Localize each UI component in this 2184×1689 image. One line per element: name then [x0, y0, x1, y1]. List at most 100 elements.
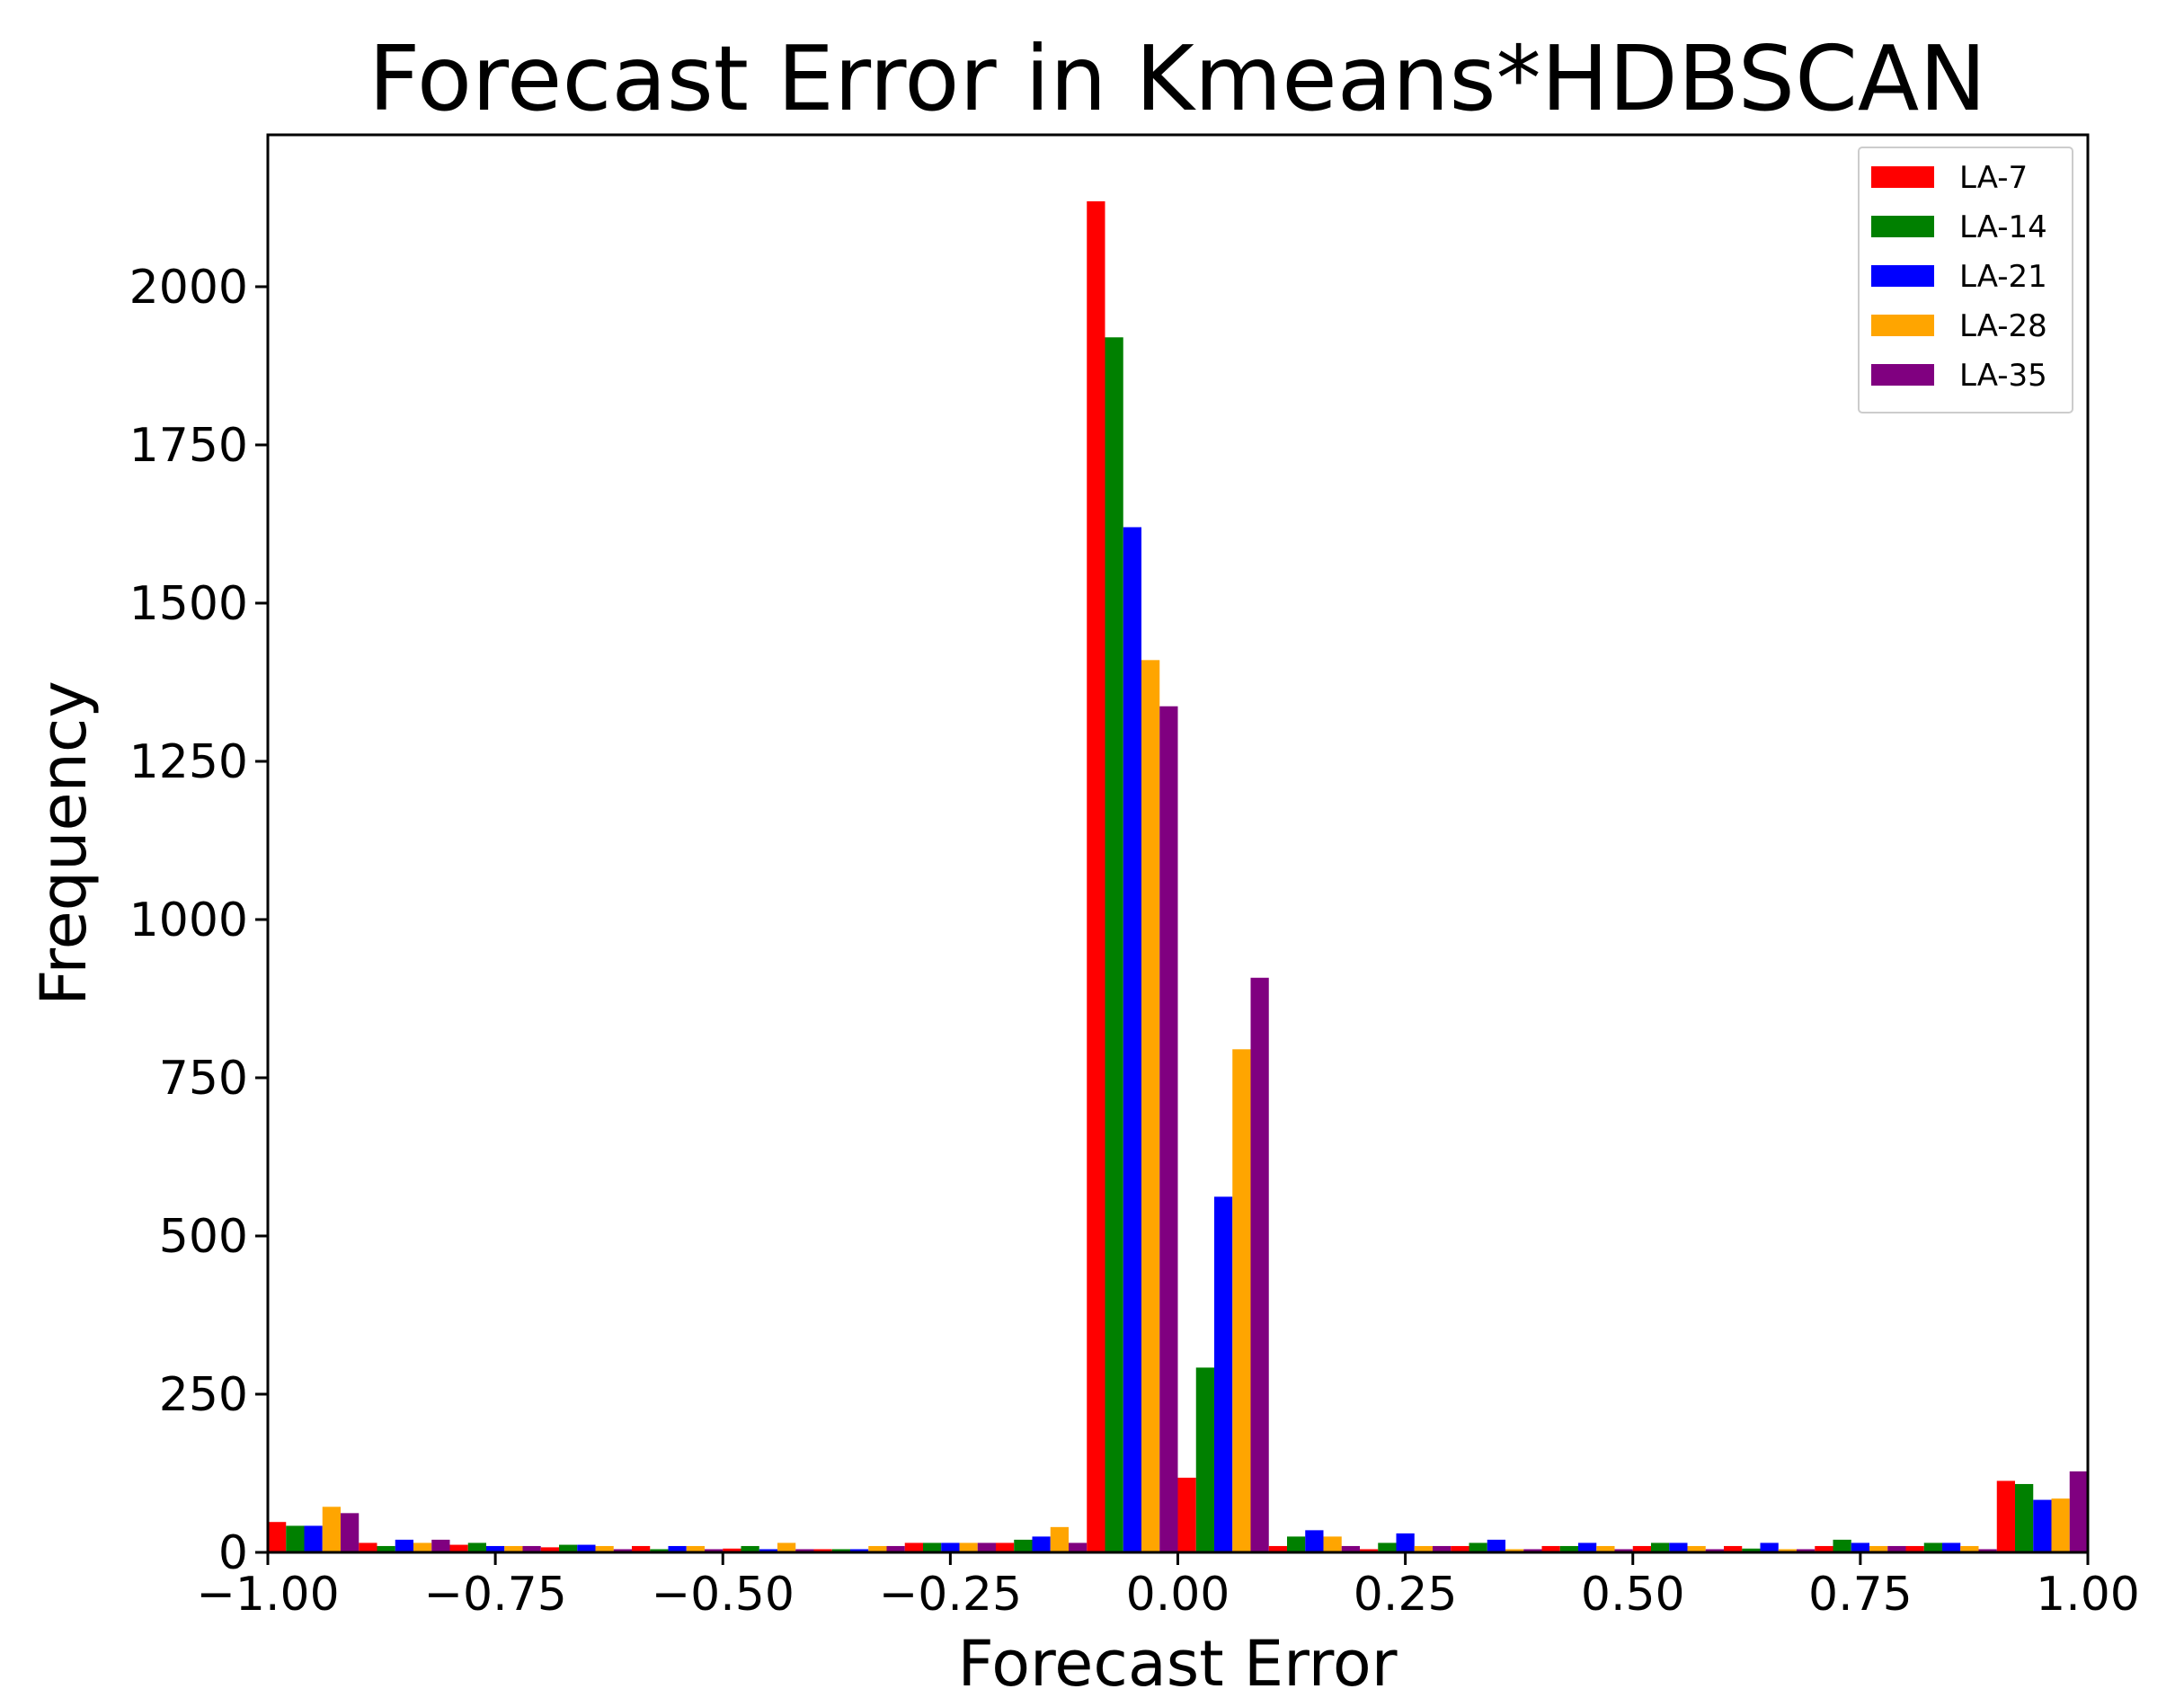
bar-la-35-bin-17 — [1887, 1545, 1906, 1552]
bar-la-7-bin-4 — [632, 1545, 651, 1552]
bar-la-28-bin-17 — [1869, 1545, 1888, 1552]
bar-la-28-bin-1 — [413, 1542, 432, 1552]
bar-la-14-bin-11 — [1287, 1536, 1306, 1552]
bar-la-28-bin-19 — [2051, 1498, 2070, 1552]
bar-la-21-bin-19 — [2033, 1499, 2052, 1552]
bar-la-21-bin-16 — [1760, 1542, 1779, 1552]
bar-la-7-bin-3 — [540, 1547, 559, 1552]
bar-la-28-bin-18 — [1960, 1545, 1979, 1552]
x-tick-label: 0.75 — [1808, 1568, 1913, 1622]
x-tick-label: 1.00 — [2036, 1568, 2140, 1622]
bar-la-7-bin-5 — [723, 1548, 741, 1552]
bar-la-21-bin-0 — [304, 1525, 323, 1552]
y-tick-label: 750 — [159, 1052, 248, 1106]
legend: LA-7 LA-14 LA-21 LA-28 LA-35 — [1858, 147, 2073, 413]
bar-la-28-bin-2 — [504, 1545, 523, 1552]
bar-la-35-bin-19 — [2069, 1471, 2088, 1552]
y-tick-label: 0 — [218, 1526, 248, 1580]
x-tick-label: 0.00 — [1126, 1568, 1230, 1622]
bar-la-21-bin-8 — [1032, 1536, 1051, 1552]
y-tick-label: 1250 — [129, 735, 248, 789]
bar-la-21-bin-9 — [1123, 527, 1141, 1552]
bar-la-28-bin-16 — [1778, 1549, 1797, 1552]
bar-la-14-bin-12 — [1378, 1542, 1397, 1552]
bar-la-35-bin-2 — [522, 1545, 541, 1552]
bar-la-14-bin-1 — [377, 1545, 395, 1552]
bar-la-35-bin-10 — [1250, 977, 1269, 1552]
bar-la-7-bin-6 — [813, 1549, 832, 1552]
bar-la-35-bin-15 — [1705, 1549, 1724, 1552]
bar-la-28-bin-5 — [777, 1542, 796, 1552]
chart-title: Forecast Error in Kmeans*HDBSCAN — [368, 26, 1986, 131]
x-tick-label: −1.00 — [196, 1568, 339, 1622]
y-axis-title: Frequency — [27, 680, 101, 1006]
y-tick-label: 2000 — [129, 261, 248, 315]
bar-la-21-bin-3 — [577, 1544, 596, 1552]
bar-la-35-bin-5 — [795, 1549, 814, 1552]
bar-la-28-bin-3 — [595, 1545, 614, 1552]
bar-la-7-bin-19 — [1996, 1480, 2015, 1552]
bar-la-35-bin-8 — [1069, 1542, 1088, 1552]
y-tick-label: 1000 — [129, 893, 248, 947]
x-tick-label: −0.50 — [652, 1568, 795, 1622]
x-tick-label: 0.25 — [1354, 1568, 1458, 1622]
bar-la-7-bin-17 — [1815, 1545, 1833, 1552]
bar-la-35-bin-9 — [1159, 706, 1178, 1552]
bar-la-14-bin-15 — [1651, 1542, 1670, 1552]
bar-la-14-bin-2 — [467, 1542, 486, 1552]
bar-la-21-bin-15 — [1669, 1542, 1688, 1552]
bar-la-21-bin-7 — [941, 1542, 960, 1552]
bar-la-35-bin-11 — [1341, 1545, 1360, 1552]
bar-la-28-bin-15 — [1687, 1545, 1706, 1552]
bar-la-14-bin-6 — [831, 1549, 850, 1552]
bars-layer — [268, 200, 2088, 1553]
bar-la-35-bin-18 — [1978, 1549, 1997, 1552]
bar-la-35-bin-7 — [977, 1542, 996, 1552]
legend-label-la-35: LA-35 — [1959, 358, 2047, 394]
x-tick-label: 0.50 — [1581, 1568, 1685, 1622]
bar-la-28-bin-7 — [959, 1542, 978, 1552]
y-tick-label: 250 — [159, 1368, 248, 1422]
bar-la-14-bin-9 — [1105, 337, 1123, 1553]
bar-la-28-bin-0 — [322, 1507, 341, 1552]
legend-swatch-la-35 — [1871, 364, 1934, 386]
bar-la-14-bin-19 — [2015, 1483, 2034, 1552]
bar-la-21-bin-2 — [486, 1545, 505, 1552]
legend-swatch-la-28 — [1871, 315, 1934, 336]
bar-la-21-bin-14 — [1578, 1542, 1597, 1552]
bar-la-7-bin-16 — [1724, 1545, 1743, 1552]
bar-la-14-bin-14 — [1559, 1545, 1578, 1552]
bar-la-14-bin-18 — [1923, 1542, 1942, 1552]
bar-la-28-bin-13 — [1505, 1549, 1524, 1552]
bar-la-7-bin-14 — [1541, 1545, 1560, 1552]
bar-la-28-bin-9 — [1141, 660, 1160, 1552]
bar-la-14-bin-8 — [1014, 1539, 1033, 1552]
bar-la-14-bin-10 — [1195, 1367, 1214, 1552]
bar-la-35-bin-16 — [1797, 1549, 1816, 1552]
bar-la-21-bin-10 — [1214, 1196, 1233, 1552]
bar-la-7-bin-10 — [1177, 1477, 1196, 1552]
legend-label-la-14: LA-14 — [1959, 209, 2047, 245]
bar-la-28-bin-11 — [1323, 1536, 1342, 1552]
legend-label-la-7: LA-7 — [1959, 160, 2028, 196]
bar-la-28-bin-8 — [1050, 1526, 1069, 1552]
bar-la-35-bin-0 — [341, 1513, 360, 1552]
bar-la-7-bin-2 — [449, 1544, 468, 1552]
x-axis-title: Forecast Error — [957, 1627, 1397, 1689]
y-tick-label: 500 — [159, 1210, 248, 1264]
bar-la-35-bin-12 — [1433, 1545, 1452, 1552]
y-tick-label: 1500 — [129, 577, 248, 631]
bar-la-28-bin-4 — [686, 1545, 705, 1552]
bar-la-35-bin-13 — [1523, 1549, 1542, 1552]
bar-la-21-bin-6 — [850, 1549, 869, 1552]
legend-swatch-la-21 — [1871, 265, 1934, 287]
bar-la-14-bin-13 — [1469, 1542, 1487, 1552]
bar-la-21-bin-4 — [668, 1545, 687, 1552]
y-axis-ticks: 0 250 500 750 1000 1250 1500 1750 2000 — [129, 261, 268, 1580]
bar-la-35-bin-14 — [1614, 1549, 1633, 1552]
bar-la-7-bin-11 — [1268, 1545, 1287, 1552]
bar-la-21-bin-5 — [759, 1549, 777, 1552]
y-tick-label: 1750 — [129, 419, 248, 473]
bar-la-35-bin-3 — [613, 1549, 632, 1552]
